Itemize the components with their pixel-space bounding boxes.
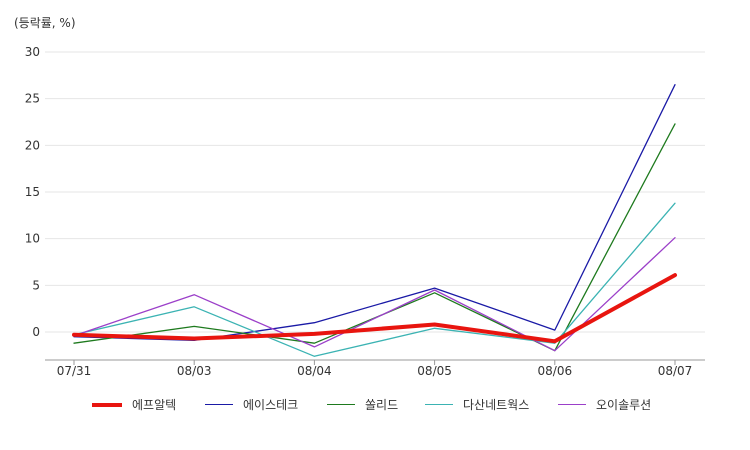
legend-swatch — [205, 404, 233, 405]
legend-item: 다산네트웍스 — [425, 396, 529, 413]
series-line-3 — [73, 123, 676, 352]
legend: 에프알텍 에이스테크 쏠리드 다산네트웍스 오이솔루션 — [0, 396, 750, 416]
x-tick-label: 08/04 — [297, 364, 332, 378]
legend-swatch — [558, 404, 586, 405]
y-tick-label: 0 — [32, 325, 40, 339]
legend-item: 오이솔루션 — [558, 396, 651, 413]
legend-label: 오이솔루션 — [596, 398, 652, 412]
legend-label: 쏠리드 — [365, 398, 399, 412]
y-tick-label: 5 — [32, 278, 40, 292]
x-tick-label: 07/31 — [57, 364, 92, 378]
y-tick-label: 10 — [25, 232, 40, 246]
legend-label: 에프알텍 — [132, 398, 177, 412]
legend-swatch — [327, 404, 355, 405]
legend-item: 쏠리드 — [327, 396, 398, 413]
legend-label: 에이스테크 — [243, 398, 299, 412]
line-chart: 0 5 10 15 20 25 30 07/31 08/03 08/04 08/05 08/06 08/… — [25, 45, 705, 378]
legend-item: 에프알텍 — [92, 396, 176, 413]
y-tick-label: 25 — [25, 92, 40, 106]
series-line-4 — [73, 202, 676, 357]
legend-item: 에이스테크 — [205, 396, 298, 413]
y-tick-label: 15 — [25, 185, 40, 199]
x-tick-label: 08/03 — [177, 364, 212, 378]
y-axis-unit-label: (등락률, %) — [14, 16, 76, 30]
series-line-2 — [73, 84, 676, 342]
y-tick-label: 30 — [25, 45, 40, 59]
legend-swatch — [425, 404, 453, 405]
x-tick-label: 08/05 — [417, 364, 452, 378]
x-tick-label: 08/06 — [538, 364, 573, 378]
legend-swatch — [92, 402, 122, 407]
series-line-1 — [72, 273, 677, 344]
legend-label: 다산네트웍스 — [463, 398, 530, 412]
x-tick-label: 08/07 — [658, 364, 693, 378]
y-tick-label: 20 — [25, 138, 40, 152]
